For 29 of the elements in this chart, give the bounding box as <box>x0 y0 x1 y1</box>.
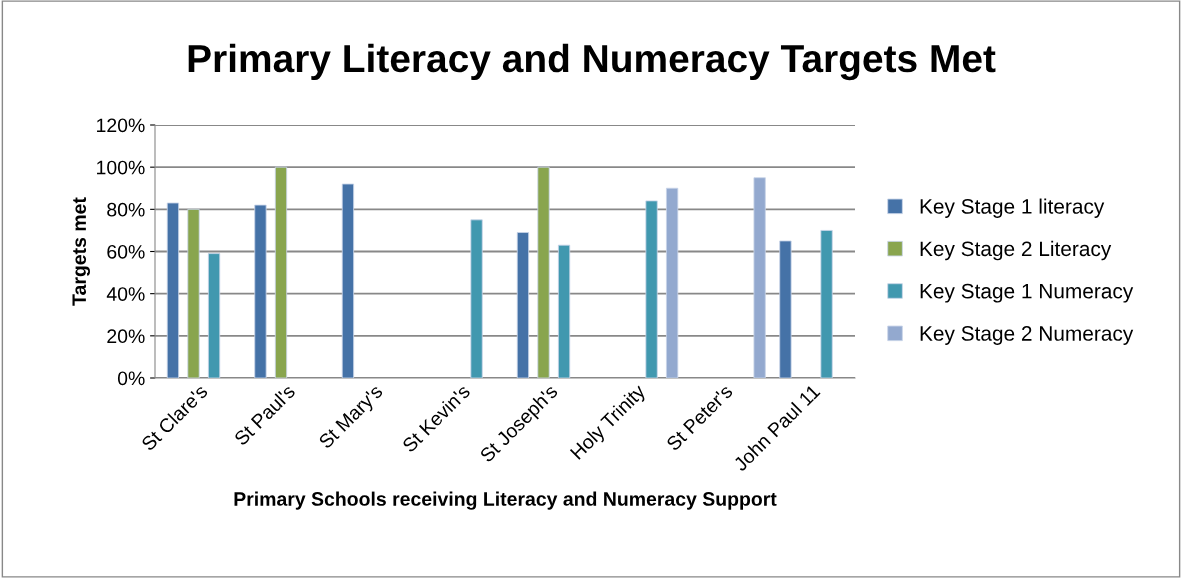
bar <box>516 232 530 378</box>
bar <box>557 244 571 378</box>
chart-title: Primary Literacy and Numeracy Targets Met <box>188 43 996 81</box>
y-axis-title: Targets met <box>72 197 90 306</box>
bar <box>820 230 833 378</box>
legend-label: Key Stage 1 literacy <box>920 198 1105 218</box>
y-tick-label: 60% <box>107 244 145 259</box>
y-tick-label: 120% <box>97 118 145 133</box>
legend-label: Key Stage 2 Numeracy <box>920 326 1134 345</box>
y-tick-label: 20% <box>107 329 145 344</box>
bar <box>341 183 355 378</box>
bar <box>666 187 679 378</box>
y-tick-label: 40% <box>106 287 145 301</box>
bar <box>537 166 550 378</box>
bar <box>645 200 658 378</box>
bar <box>207 253 221 378</box>
y-tick-label: 80% <box>107 202 145 217</box>
bar <box>274 166 288 378</box>
bar <box>166 202 180 378</box>
y-tick-label: 100% <box>97 160 145 175</box>
bar <box>779 240 792 378</box>
legend-label: Key Stage 2 Literacy <box>920 240 1112 261</box>
x-axis-title: Primary Schools receiving Literacy and Numeracy Support <box>234 491 777 510</box>
bar <box>470 219 483 378</box>
legend-label: Key Stage 1 Numeracy <box>920 283 1134 303</box>
y-tick-label: 0% <box>117 371 145 386</box>
bar <box>753 177 766 378</box>
bar <box>187 208 200 378</box>
bar <box>254 204 267 378</box>
